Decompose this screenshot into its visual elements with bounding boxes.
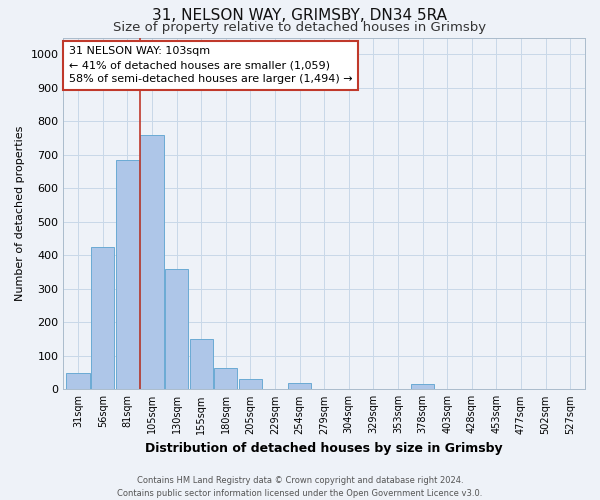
Bar bbox=[190, 339, 213, 390]
X-axis label: Distribution of detached houses by size in Grimsby: Distribution of detached houses by size … bbox=[145, 442, 503, 455]
Bar bbox=[116, 160, 139, 390]
Text: 31 NELSON WAY: 103sqm
← 41% of detached houses are smaller (1,059)
58% of semi-d: 31 NELSON WAY: 103sqm ← 41% of detached … bbox=[68, 46, 352, 84]
Text: 31, NELSON WAY, GRIMSBY, DN34 5RA: 31, NELSON WAY, GRIMSBY, DN34 5RA bbox=[152, 8, 448, 22]
Bar bbox=[214, 368, 238, 390]
Bar bbox=[411, 384, 434, 390]
Bar bbox=[239, 380, 262, 390]
Text: Size of property relative to detached houses in Grimsby: Size of property relative to detached ho… bbox=[113, 21, 487, 34]
Text: Contains HM Land Registry data © Crown copyright and database right 2024.
Contai: Contains HM Land Registry data © Crown c… bbox=[118, 476, 482, 498]
Y-axis label: Number of detached properties: Number of detached properties bbox=[15, 126, 25, 301]
Bar bbox=[91, 247, 115, 390]
Bar bbox=[165, 268, 188, 390]
Bar bbox=[288, 382, 311, 390]
Bar bbox=[140, 134, 164, 390]
Bar bbox=[67, 372, 90, 390]
